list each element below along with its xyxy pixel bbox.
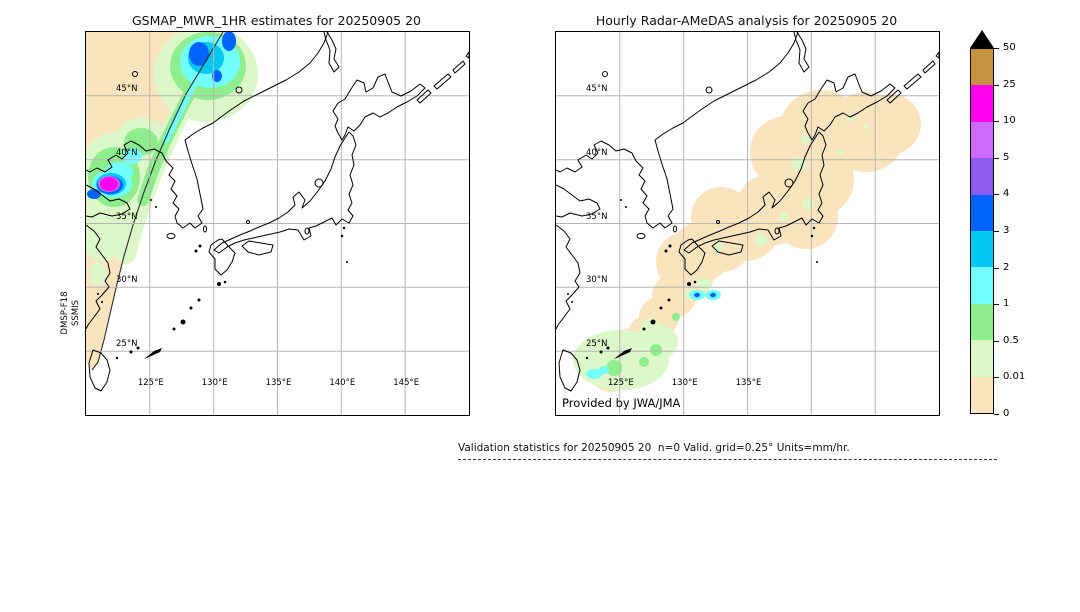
lon-tick-label: 140°E xyxy=(329,378,356,388)
colorbar-tick-mark xyxy=(994,121,999,123)
radar-map-panel: Provided by JWA/JMA 45°N 40°N 35°N 30°N 25°N… xyxy=(555,31,940,416)
lon-tick-label: 125°E xyxy=(607,378,634,388)
colorbar-bar xyxy=(970,48,994,414)
gsmap-map-panel: 45°N 40°N 35°N 30°N 25°N 125°E 130°E 135°E 140°E… xyxy=(85,31,470,416)
sensor-label: DMSP-F18 SSMIS xyxy=(60,292,82,335)
colorbar-tick-label: 10 xyxy=(1003,115,1016,127)
colorbar-tick-label: 1 xyxy=(1003,298,1010,310)
colorbar-tick-mark xyxy=(994,267,999,269)
colorbar-tick-mark xyxy=(994,48,999,49)
sensor-label-line2: SSMIS xyxy=(71,299,81,327)
colorbar-tick-mark xyxy=(994,157,999,159)
colorbar-tick-label: 2 xyxy=(1003,261,1010,273)
right-panel-title: Hourly Radar-AMeDAS analysis for 2025090… xyxy=(595,13,898,28)
colorbar-tick-mark xyxy=(994,304,999,306)
colorbar-tick-label: 0.01 xyxy=(1003,371,1026,383)
validation-dashed-line xyxy=(458,459,997,460)
lat-tick-label: 25°N xyxy=(586,339,608,350)
lat-tick-label: 35°N xyxy=(586,211,608,222)
colorbar-tick-mark xyxy=(994,194,999,196)
radar-map-svg xyxy=(556,32,939,415)
colorbar-overflow-triangle xyxy=(970,30,994,48)
gridline-layer xyxy=(556,32,939,415)
colorbar-segment xyxy=(971,231,993,268)
colorbar-segment xyxy=(971,303,993,341)
lat-tick-label: 45°N xyxy=(586,83,608,94)
colorbar-tick-label: 0 xyxy=(1003,408,1010,419)
colorbar-segment xyxy=(971,85,993,122)
colorbar-tick-label: 50 xyxy=(1003,42,1016,53)
lon-tick-label: 145°E xyxy=(393,378,420,388)
left-panel-title: GSMAP_MWR_1HR estimates for 20250905 20 xyxy=(132,13,421,28)
gsmap-map-svg xyxy=(86,32,469,415)
coastline-layer xyxy=(86,32,469,392)
colorbar: 50 25 10 5 4 3 2 1 0.5 0.01 0 xyxy=(970,30,1060,430)
lon-tick-label: 125°E xyxy=(137,378,164,388)
colorbar-segment xyxy=(971,267,993,304)
colorbar-tick-label: 4 xyxy=(1003,188,1010,200)
lat-tick-label: 40°N xyxy=(116,147,138,158)
colorbar-segment xyxy=(971,340,993,377)
credit-label: Provided by JWA/JMA xyxy=(562,396,681,410)
small-islands xyxy=(97,199,348,360)
lon-tick-label: 135°E xyxy=(265,378,292,388)
colorbar-segment xyxy=(971,376,993,413)
colorbar-segment xyxy=(971,158,993,195)
gridline-layer xyxy=(86,32,469,415)
lat-tick-label: 40°N xyxy=(586,147,608,158)
lat-tick-label: 35°N xyxy=(116,211,138,222)
colorbar-tick-mark xyxy=(994,340,999,342)
lon-tick-label: 130°E xyxy=(671,378,698,388)
colorbar-tick-label: 25 xyxy=(1003,78,1016,90)
colorbar-segment xyxy=(971,49,993,86)
lat-tick-label: 25°N xyxy=(116,339,138,350)
colorbar-segment xyxy=(971,121,993,159)
colorbar-segment xyxy=(971,194,993,231)
lat-tick-label: 45°N xyxy=(116,83,138,94)
colorbar-tick-mark xyxy=(994,84,999,86)
colorbar-tick-label: 3 xyxy=(1003,225,1010,236)
lat-tick-label: 30°N xyxy=(586,275,608,286)
colorbar-tick-label: 0.5 xyxy=(1003,334,1019,346)
validation-statistics-text: Validation statistics for 20250905 20 n=… xyxy=(458,442,850,454)
lon-tick-label: 135°E xyxy=(735,378,762,388)
sensor-label-line1: DMSP-F18 xyxy=(60,291,70,335)
lon-tick-label: 130°E xyxy=(201,378,228,388)
colorbar-tick-mark xyxy=(994,377,999,379)
colorbar-tick-mark xyxy=(994,231,999,232)
colorbar-tick-label: 5 xyxy=(1003,151,1010,163)
colorbar-tick-mark xyxy=(994,414,999,415)
lat-tick-label: 30°N xyxy=(116,275,138,286)
